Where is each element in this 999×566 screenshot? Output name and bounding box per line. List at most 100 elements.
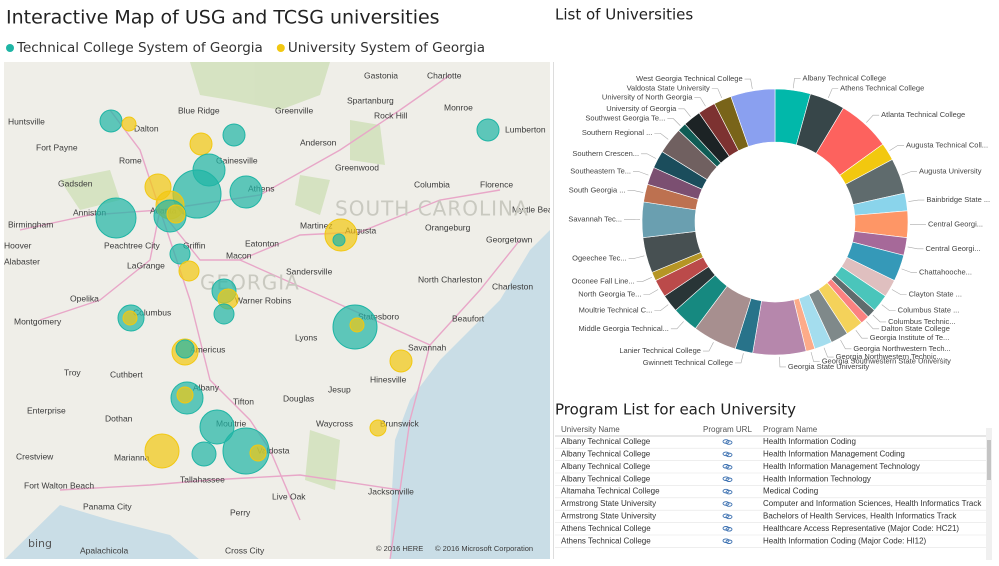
column-header[interactable]: Program URL	[703, 425, 752, 434]
donut-segment[interactable]	[730, 88, 776, 147]
scrollbar[interactable]	[986, 428, 992, 560]
donut-label: Bainbridge State ...	[926, 195, 990, 204]
map-ocean	[390, 230, 550, 559]
city-label: Hinesville	[370, 374, 407, 384]
leader-line	[866, 321, 880, 330]
donut-label: Central Georgi...	[928, 219, 983, 228]
map-bubble[interactable]	[349, 317, 365, 333]
city-label: Gainesville	[216, 155, 258, 165]
leader-line	[792, 78, 801, 89]
city-label: Perry	[230, 507, 251, 517]
map-bubble[interactable]	[476, 118, 500, 142]
donut-label: Georgia Southwestern State University	[822, 357, 951, 366]
donut-label: Southern Regional ...	[582, 128, 652, 137]
scroll-thumb[interactable]	[987, 440, 991, 480]
map-bubble[interactable]	[249, 444, 267, 462]
map-bubble[interactable]	[178, 260, 200, 282]
city-label: Georgetown	[486, 234, 533, 244]
donut-label: Chattahooche...	[919, 267, 972, 276]
map-bubble[interactable]	[99, 109, 123, 133]
icon-link	[725, 440, 733, 445]
map-bubble[interactable]	[191, 441, 217, 467]
city-label: Augusta	[345, 225, 376, 235]
map-bubble[interactable]	[189, 132, 213, 156]
map-bubble[interactable]	[369, 419, 387, 437]
donut-label: University of North Georgia	[602, 93, 693, 102]
forest-areas	[60, 62, 385, 490]
map-bubble[interactable]	[222, 427, 270, 475]
url-icon[interactable]	[722, 476, 733, 482]
leader-line	[840, 339, 852, 350]
map-bubble[interactable]	[169, 243, 191, 265]
donut-label: Georgia Institute of Te...	[870, 333, 950, 342]
city-label: Troy	[64, 367, 81, 377]
map[interactable]: Huntsville Fort Payne Dalton Blue Ridge Gree…	[4, 62, 562, 560]
city-label: Panama City	[83, 501, 132, 511]
map-bubble[interactable]	[121, 116, 137, 132]
leader-line	[667, 118, 681, 126]
city-label: Valdosta	[257, 445, 290, 455]
url-icon[interactable]	[722, 513, 733, 520]
map-bubble[interactable]	[175, 339, 195, 359]
cell-university: Albany Technical College	[561, 450, 651, 459]
url-icon[interactable]	[722, 464, 733, 470]
donut-label: Atlanta Technical College	[881, 110, 965, 119]
leader-line	[907, 246, 924, 250]
donut-label: Savannah Tec...	[568, 215, 622, 224]
map-bubble[interactable]	[122, 310, 138, 326]
attribution: © 2016 Microsoft Corporation	[435, 544, 533, 553]
city-label: Enterprise	[27, 405, 66, 415]
url-icon[interactable]	[722, 439, 733, 445]
icon-link	[725, 452, 733, 458]
map-bubble[interactable]	[229, 175, 263, 209]
icon-link	[725, 465, 733, 470]
city-label: Peachtree City	[104, 240, 160, 250]
city-label: Birmingham	[8, 219, 53, 229]
city-label: Gastonia	[364, 70, 398, 80]
map-bubble[interactable]	[176, 386, 194, 404]
city-label: Greenwood	[335, 162, 379, 172]
map-bubble[interactable]	[144, 433, 180, 469]
cell-university: Albany Technical College	[561, 474, 651, 483]
leader-line	[678, 108, 691, 117]
donut-label: Gwinnett Technical College	[643, 358, 733, 367]
map-bubble[interactable]	[389, 349, 413, 373]
column-header[interactable]: Program Name	[763, 425, 818, 434]
city-label: Brunswick	[380, 418, 419, 428]
donut-label: Clayton State ...	[909, 289, 962, 298]
url-icon[interactable]	[722, 451, 733, 458]
map-bubble[interactable]	[166, 204, 186, 224]
url-icon[interactable]	[722, 538, 733, 544]
map-bubble[interactable]	[199, 409, 235, 445]
map-bubble[interactable]	[222, 123, 246, 147]
map-bubble[interactable]	[332, 233, 346, 247]
url-icon[interactable]	[722, 501, 733, 507]
city-label: Douglas	[283, 393, 314, 403]
cell-program: Bachelors of Health Services, Health Inf…	[763, 512, 957, 521]
leader-line	[855, 329, 868, 339]
icon-link	[725, 502, 733, 507]
url-icon[interactable]	[722, 526, 733, 532]
url-icon[interactable]	[722, 488, 733, 495]
donut-label: Ogeechee Tec...	[572, 253, 626, 262]
map-bubble[interactable]	[95, 197, 137, 239]
city-label: Statesboro	[358, 311, 399, 321]
legend-label[interactable]: University System of Georgia	[288, 40, 485, 56]
donut-label: Augusta Technical Coll...	[906, 140, 988, 149]
leader-line	[654, 132, 669, 140]
city-label: Dothan	[105, 413, 133, 423]
city-label: Hoover	[4, 240, 32, 250]
city-label: Cuthbert	[110, 369, 143, 379]
cell-program: Health Information Coding	[763, 437, 856, 446]
map-bubble[interactable]	[213, 303, 235, 325]
legend-label[interactable]: Technical College System of Georgia	[16, 40, 263, 56]
city-label: Jesup	[328, 384, 351, 394]
cell-university: Altamaha Technical College	[561, 487, 660, 496]
donut-label: Augusta University	[919, 167, 982, 176]
donut-label: Albany Technical College	[803, 73, 887, 82]
column-header[interactable]: University Name	[561, 425, 620, 434]
city-label: Columbus	[133, 307, 171, 317]
donut-label: North Georgia Te...	[578, 289, 641, 298]
leader-line	[735, 353, 744, 364]
city-label: Huntsville	[8, 116, 45, 126]
